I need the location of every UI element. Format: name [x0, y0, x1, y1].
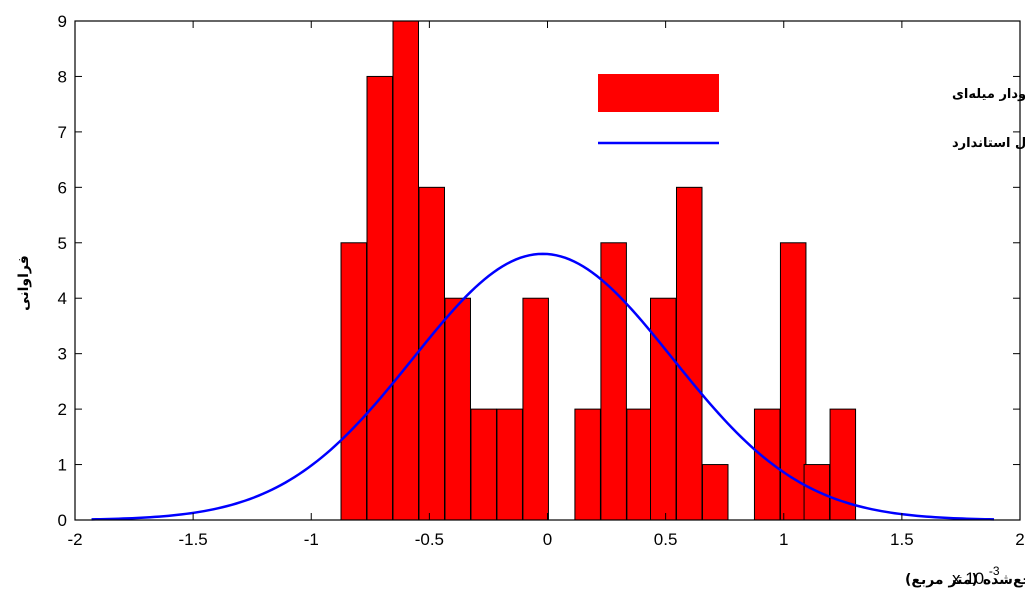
- x-tick-label: 0: [543, 530, 552, 549]
- histogram-bar: [574, 408, 601, 521]
- y-tick-label: 9: [58, 12, 67, 31]
- x-axis-multiplier-base: x 10: [952, 569, 984, 588]
- y-tick-label: 4: [58, 289, 67, 308]
- histogram-bar: [522, 297, 549, 521]
- y-tick-label: 2: [58, 400, 67, 419]
- legend-line-label: نمودار نرمال استاندارد: [952, 136, 1025, 151]
- histogram-bar: [675, 186, 703, 521]
- x-axis-multiplier: x 10 -3: [952, 564, 1000, 588]
- x-tick-label: 1.5: [890, 530, 914, 549]
- histogram-bar: [753, 408, 781, 521]
- y-tick-label: 1: [58, 456, 67, 475]
- legend-bar-swatch: [598, 74, 719, 112]
- normal-curve: [91, 252, 995, 521]
- x-axis-title: اختلاف مقادیر سندی مساحت املاک با مقادیر…: [905, 572, 1025, 588]
- x-tick-label: 1: [779, 530, 788, 549]
- histogram-bar: [701, 464, 729, 521]
- x-tick-label: -1.5: [178, 530, 207, 549]
- bars-layer: [340, 20, 857, 521]
- x-tick-label: -0.5: [415, 530, 444, 549]
- legend-bar-label: نمودار میله‌ای: [952, 87, 1025, 102]
- histogram-bar: [366, 75, 394, 521]
- histogram-bar: [340, 242, 368, 521]
- histogram-bar: [626, 408, 653, 521]
- x-tick-label: -2: [67, 530, 82, 549]
- y-tick-label: 5: [58, 234, 67, 253]
- histogram-bar: [418, 186, 445, 521]
- x-tick-label: 2: [1015, 530, 1024, 549]
- histogram-bar: [444, 297, 471, 521]
- y-tick-label: 3: [58, 345, 67, 364]
- histogram-bar: [650, 297, 677, 521]
- histogram-bar: [496, 408, 523, 521]
- histogram-bar: [600, 242, 627, 521]
- histogram-bar: [470, 408, 497, 521]
- x-tick-label: 0.5: [654, 530, 678, 549]
- y-axis-title: فراوانی: [16, 255, 32, 311]
- y-tick-label: 6: [58, 178, 67, 197]
- x-axis-multiplier-exponent: -3: [989, 564, 1000, 578]
- y-tick-label: 0: [58, 511, 67, 530]
- ticks-layer: -2 -1.5 -1 -0.5 0 0.5 1 1.5 2 0 1 2 3 4 5 6 7 8 9: [58, 12, 1025, 549]
- histogram-bar: [392, 20, 420, 521]
- x-tick-label: -1: [304, 530, 319, 549]
- y-tick-label: 7: [58, 123, 67, 142]
- y-tick-label: 8: [58, 67, 67, 86]
